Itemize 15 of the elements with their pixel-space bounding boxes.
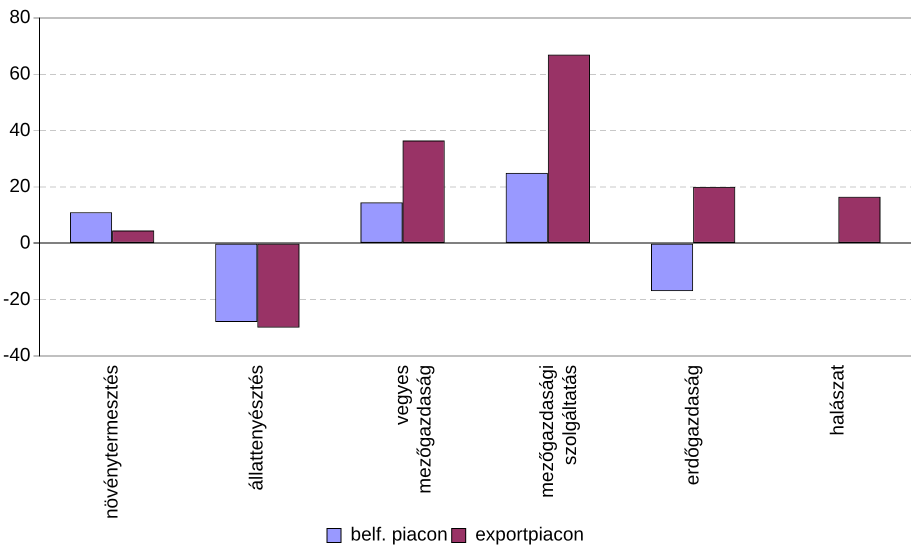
y-tick-label: 0	[20, 232, 30, 254]
x-tick-label: erdőgazdaság	[682, 364, 704, 486]
x-tick-label: mezőgazdasági szolgáltatás	[537, 364, 581, 498]
x-tick-label: halászat	[828, 364, 849, 436]
y-tick-label: 60	[9, 64, 30, 85]
x-tick-label: állattenyésztés	[246, 364, 268, 491]
y-tick-label: 80	[9, 7, 30, 28]
y-tick-label: -20	[2, 288, 30, 310]
x-tick-label: vegyes mezőgazdaság	[392, 364, 436, 494]
y-tick-label: 20	[9, 176, 30, 198]
y-tick-label: 40	[9, 120, 30, 141]
legend-label: exportpiacon	[475, 524, 584, 546]
y-tick-label: -40	[2, 345, 30, 366]
x-tick-label: növénytermesztés	[101, 364, 122, 520]
legend-label: belf. piacon	[350, 524, 448, 546]
